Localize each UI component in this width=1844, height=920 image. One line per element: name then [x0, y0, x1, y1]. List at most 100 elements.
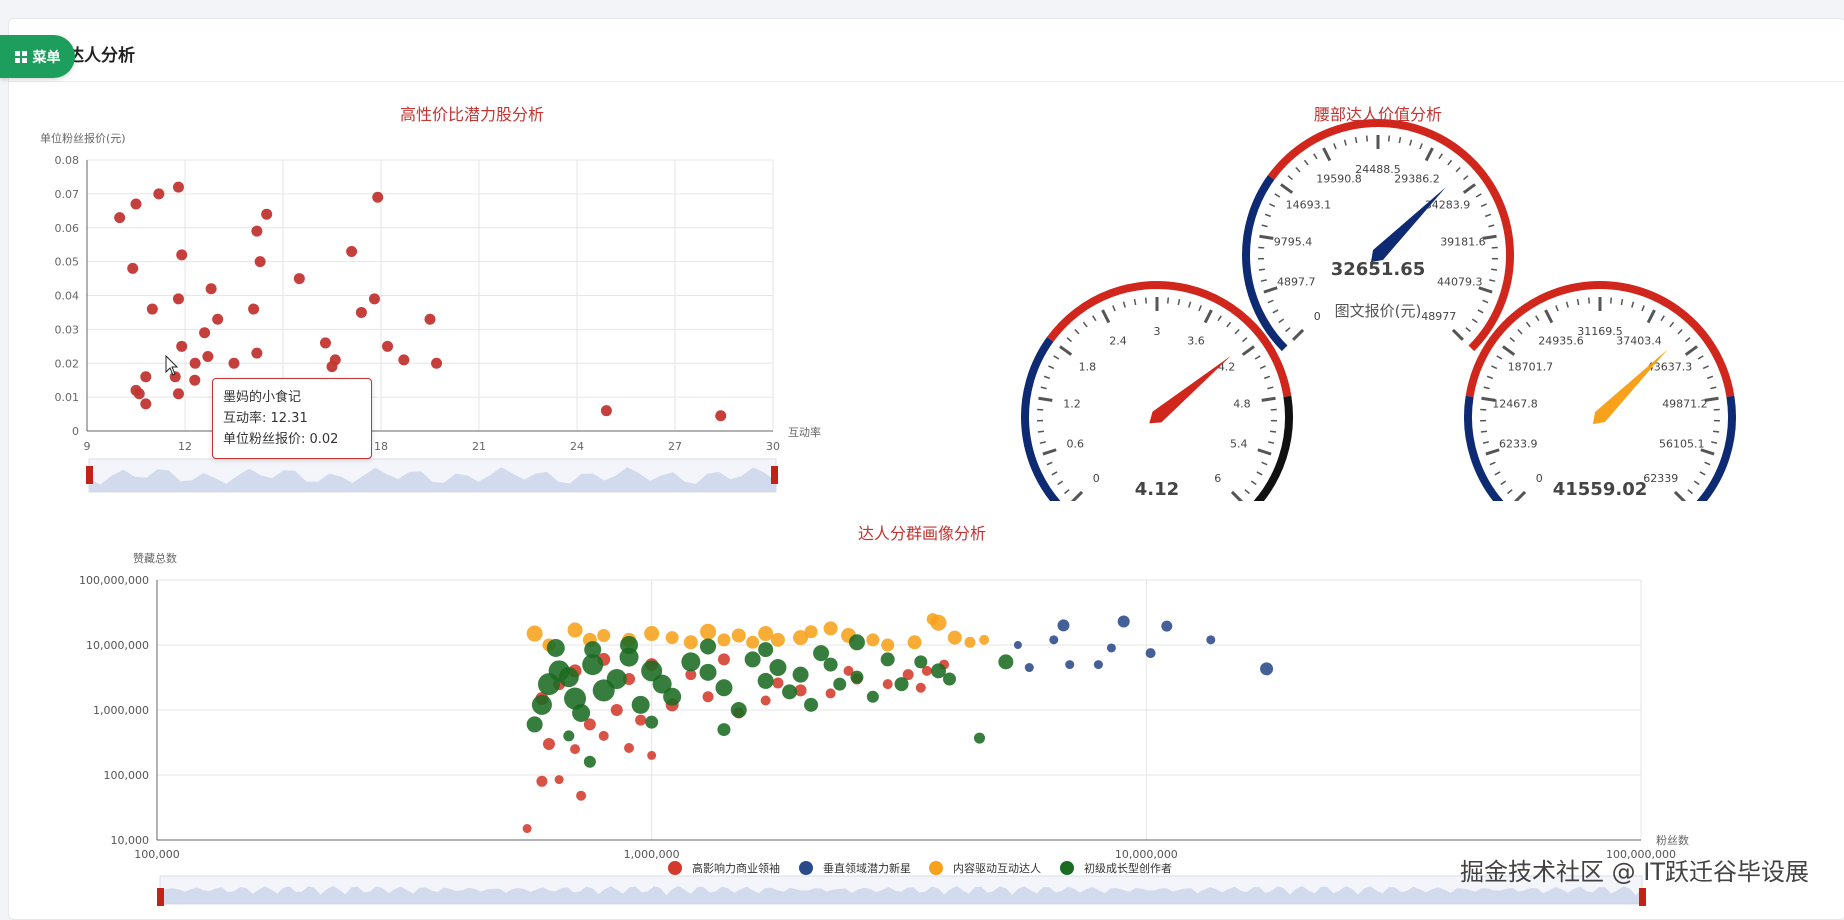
scatter-point [190, 358, 201, 369]
gauge-tick [1270, 431, 1276, 432]
scatter-point [131, 199, 142, 210]
scatter-point [127, 263, 138, 274]
gauge-tick-label: 0 [1536, 472, 1543, 485]
gauge-value-label: 41559.02 [1553, 479, 1648, 500]
scatter-y-tick: 0.03 [55, 323, 80, 336]
scatter-point [134, 388, 145, 399]
scatter-y-tick: 0.01 [55, 391, 80, 404]
tooltip-line-1: 互动率: 12.31 [223, 408, 361, 429]
gauge-group: 00.61.21.82.433.64.24.85.464.1206233.912… [1019, 117, 1738, 505]
gauge-tick-label: 39181.6 [1440, 236, 1486, 249]
scatter-point [251, 348, 262, 359]
scatter-point [356, 307, 367, 318]
tooltip-name: 墨妈的小食记 [223, 387, 361, 408]
gauge-tick-label: 1.8 [1079, 360, 1097, 373]
scatter-point [715, 410, 726, 421]
menu-button-label: 菜单 [33, 47, 61, 67]
gauge-tick-label: 49871.2 [1662, 398, 1708, 411]
scatter-point [320, 337, 331, 348]
scatter-y-axis-label: 单位粉丝报价(元) [40, 131, 126, 145]
scatter-y-tick: 0.04 [55, 290, 80, 303]
gauge-tick-label: 18701.7 [1508, 360, 1554, 373]
gauge-tick-label: 3.6 [1187, 334, 1205, 347]
scatter-y-tick: 0.08 [55, 154, 80, 167]
tooltip-line-2: 单位粉丝报价: 0.02 [223, 429, 361, 450]
scatter-point [382, 341, 393, 352]
gauge-tick-label: 37403.4 [1616, 334, 1662, 347]
scatter-point [202, 351, 213, 362]
gauge-value-label: 4.12 [1135, 479, 1179, 500]
scatter-chart[interactable]: 高性价比潜力股分析单位粉丝报价(元)互动率91215182124273000.0… [0, 0, 960, 500]
gauge-tick-label: 48977 [1421, 310, 1456, 323]
scatter-point [255, 256, 266, 267]
scatter-point [425, 314, 436, 325]
gauge-quote: 04897.79795.414693.119590.824488.529386.… [1240, 117, 1516, 393]
gauge-name: 图文报价(元) [1335, 302, 1422, 320]
gauge-tick-label: 1.2 [1063, 398, 1081, 411]
scatter-point [173, 388, 184, 399]
scatter-x-tick: 18 [374, 440, 388, 453]
scatter-y-tick: 0.07 [55, 188, 80, 201]
gauge-tick-label: 44079.3 [1437, 276, 1483, 289]
scatter-point [140, 398, 151, 409]
gauge-tick-label: 6233.9 [1499, 438, 1538, 451]
scatter-zoom-handle-left [86, 466, 93, 484]
scatter-y-tick: 0.02 [55, 357, 80, 370]
gauge-tick [1168, 298, 1169, 304]
gauge-tick-label: 9795.4 [1274, 236, 1313, 249]
gauge-tick-label: 14693.1 [1286, 198, 1332, 211]
scatter-point [176, 249, 187, 260]
gauge-tick-label: 4897.7 [1277, 276, 1316, 289]
watermark: 掘金技术社区 @ IT跃迁谷毕设展 [1460, 852, 1809, 887]
scatter-x-tick: 9 [84, 440, 91, 453]
scatter-point [199, 327, 210, 338]
gauge-face [1462, 279, 1738, 505]
gauge-value: 06233.912467.818701.724935.631169.537403… [1462, 279, 1738, 505]
gauge-tick [1491, 269, 1497, 270]
gauge-chart: 00.61.21.82.433.64.24.85.464.1206233.912… [960, 95, 1844, 505]
scatter-point [294, 273, 305, 284]
gauge-tick-label: 4.2 [1218, 360, 1236, 373]
scatter-x-tick: 21 [472, 440, 486, 453]
gauge-tick-label: 4.8 [1233, 398, 1251, 411]
gauge-tick [1038, 431, 1044, 432]
scatter-point [173, 182, 184, 193]
gauge-tick-label: 0 [1314, 310, 1321, 323]
gauge-tick [1259, 269, 1265, 270]
gauge-tick-label: 2.4 [1109, 334, 1127, 347]
scatter-point [170, 371, 181, 382]
scatter-x-tick: 27 [668, 440, 682, 453]
scatter-point [251, 226, 262, 237]
scatter-point [369, 293, 380, 304]
gauge-tick [1389, 136, 1390, 142]
scatter-point [140, 371, 151, 382]
scatter-point [330, 354, 341, 365]
scatter-point [189, 375, 200, 386]
gauge-value-label: 32651.65 [1331, 259, 1426, 280]
scatter-point [206, 283, 217, 294]
gauge-tick [1481, 431, 1487, 432]
scatter-x-tick: 12 [178, 440, 192, 453]
scatter-y-tick: 0.05 [55, 256, 80, 269]
scatter-x-tick: 30 [766, 440, 780, 453]
scatter-point [248, 304, 259, 315]
scatter-x-axis-label: 互动率 [788, 425, 821, 439]
scatter-zoom-handle-right [771, 466, 778, 484]
gauge-tick-label: 6 [1214, 472, 1221, 485]
scatter-y-tick: 0.06 [55, 222, 80, 235]
menu-button[interactable]: 菜单 [0, 35, 75, 78]
gauge-tick-label: 3 [1154, 325, 1161, 338]
scatter-point [261, 209, 272, 220]
gauge-tick-label: 12467.8 [1492, 398, 1538, 411]
scatter-title: 高性价比潜力股分析 [400, 105, 544, 124]
scatter-point [114, 212, 125, 223]
scatter-point [431, 358, 442, 369]
gauge-tick [1146, 298, 1147, 304]
scatter-point [212, 314, 223, 325]
scatter-point [346, 246, 357, 257]
gauge-tick-label: 0.6 [1066, 438, 1084, 451]
gauge-tick [1367, 136, 1368, 142]
gauge-tick [1713, 431, 1719, 432]
scatter-point [601, 405, 612, 416]
scatter-point [229, 358, 240, 369]
